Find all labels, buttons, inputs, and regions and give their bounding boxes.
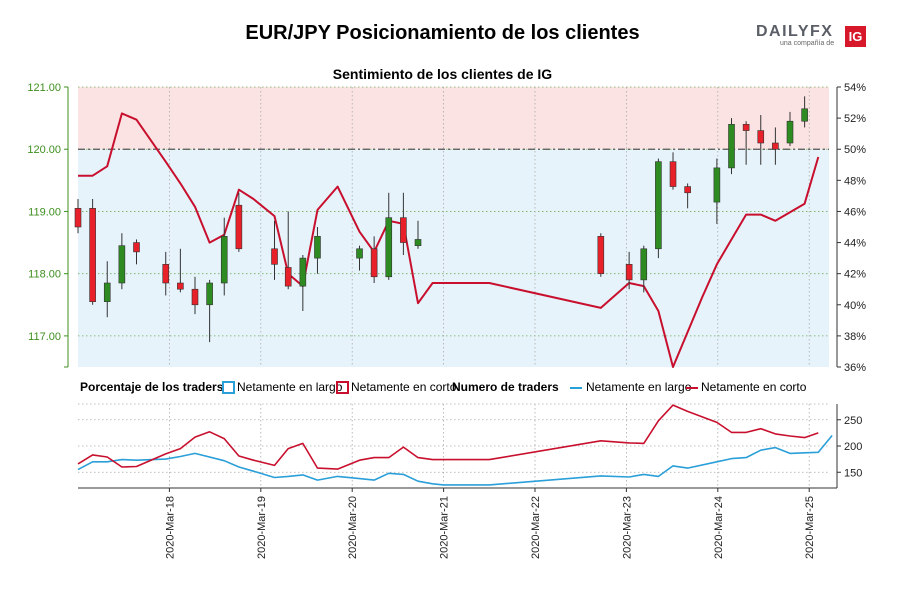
candle-body [133,242,140,253]
legend-pct-title: Porcentaje de los traders [80,380,224,394]
candle-body [356,248,363,259]
date-tick-label: 2020-Mar-21 [439,496,451,559]
candle-body [271,248,278,265]
candle-body [314,236,321,259]
percent-tick-label: 52% [844,113,866,125]
percent-tick-label: 42% [844,269,866,281]
count-tick-label: 250 [844,415,862,427]
price-tick-label: 121.00 [27,82,61,94]
price-tick-label: 118.00 [28,269,61,281]
candle-body [220,236,228,284]
legend-num-short: Netamente en corto [701,380,807,394]
candle-body [414,239,422,246]
percent-tick-label: 40% [844,300,866,312]
legend-pct-short: Netamente en corto [351,380,457,394]
candle-body [299,257,307,287]
logo-brand: DAILYFX [756,23,834,40]
price-tick-label: 120.00 [27,144,61,156]
candle-body [786,120,794,144]
date-tick-label: 2020-Mar-22 [530,496,542,559]
candle-body [177,282,184,290]
date-tick-label: 2020-Mar-24 [713,496,725,559]
candle-body [655,161,662,250]
date-tick-label: 2020-Mar-23 [621,496,633,559]
percent-tick-label: 44% [844,238,866,250]
legend-num-short-swatch [686,387,698,389]
legend-pct-long: Netamente en largo [237,380,343,394]
candle-body [801,108,808,122]
long-zone-background [78,149,829,367]
candle-body [772,142,779,150]
candle-body [640,248,648,281]
short-zone-background [78,87,829,150]
price-tick-label: 119.00 [28,206,61,218]
candle-body [235,204,243,250]
logo-tagline: una compañía de [780,40,835,47]
candle-body [742,124,750,131]
dailyfx-logo: DAILYFX una compañía de IG [756,23,868,49]
percent-tick-label: 48% [844,175,866,187]
legend-pct-short-swatch [336,381,349,394]
candle-body [118,245,126,284]
chart-title: EUR/JPY Posicionamiento de los clientes [245,22,640,44]
percent-tick-label: 50% [844,144,866,156]
candle-body [597,236,605,274]
long-count-line [77,434,833,486]
legend-num-title: Numero de traders [452,380,559,394]
legend-num-long: Netamente en largo [586,380,692,394]
date-tick-label: 2020-Mar-20 [347,496,359,559]
legend: Porcentaje de los traders Netamente en l… [80,380,840,396]
candle-body [103,282,111,302]
legend-pct-long-swatch [222,381,235,394]
chart-subtitle: Sentimiento de los clientes de IG [332,66,553,82]
candle-body [74,208,82,228]
candle-body [191,288,199,306]
candle-body [625,264,633,281]
candle-body [162,264,170,284]
candle-body [669,161,677,187]
candle-body [385,217,393,278]
candle-body [684,186,691,194]
candle-body [757,130,765,144]
candle-body [370,248,378,278]
date-tick-label: 2020-Mar-25 [804,496,816,559]
price-tick-label: 117.00 [28,331,61,343]
legend-num-long-swatch [570,387,582,389]
percent-tick-label: 54% [844,82,866,94]
date-tick-label: 2020-Mar-18 [164,496,176,559]
percent-tick-label: 36% [844,362,866,374]
percent-tick-label: 46% [844,206,866,218]
candle-body [400,217,407,243]
ig-logo-badge: IG [845,26,866,47]
count-tick-label: 150 [844,467,862,479]
candle-body [284,267,292,287]
date-tick-label: 2020-Mar-19 [256,496,268,559]
candle-body [206,282,213,306]
candle-body [89,208,96,302]
count-tick-label: 200 [844,441,862,453]
candle-body [713,167,721,203]
candle-body [728,124,735,169]
percent-tick-label: 38% [844,331,866,343]
short-count-line [77,404,819,470]
